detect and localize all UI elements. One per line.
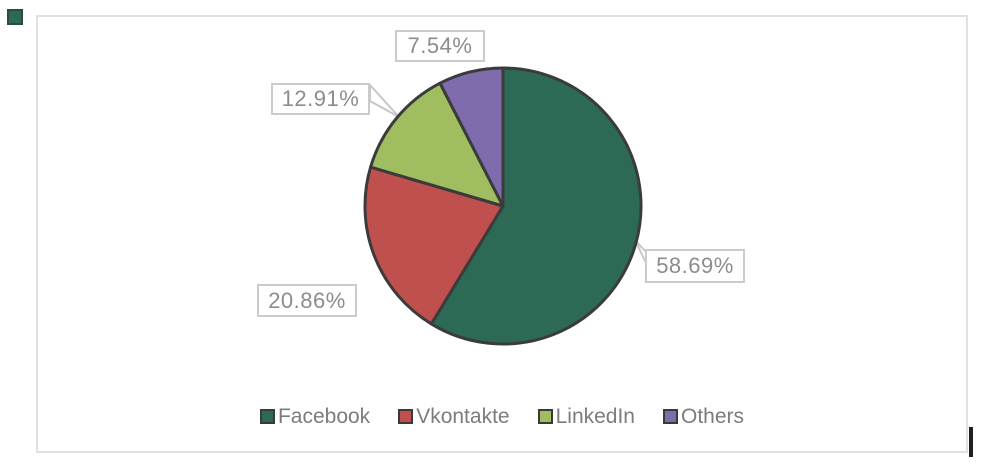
leader-line-linkedin <box>369 82 400 118</box>
pie-slice-linkedin[interactable] <box>369 81 505 208</box>
legend-label-facebook: Facebook <box>277 404 371 428</box>
stray-legend-swatch <box>7 9 23 25</box>
data-label-linkedin[interactable]: 12.91% <box>271 83 370 115</box>
data-label-others[interactable]: 7.54% <box>395 30 485 62</box>
pie-slice-facebook[interactable] <box>429 66 643 346</box>
legend-swatch-others <box>663 408 678 424</box>
pie-slice-others[interactable] <box>438 66 505 208</box>
text-cursor-mark <box>969 427 973 457</box>
pie-slice-vkontakte[interactable] <box>363 165 505 326</box>
legend-item-linkedin[interactable]: LinkedIn <box>537 404 635 428</box>
legend-swatch-linkedin <box>537 408 553 424</box>
chart-legend: Facebook Vkontakte LinkedIn Others <box>36 402 968 430</box>
data-label-vkontakte[interactable]: 20.86% <box>257 284 357 317</box>
legend-swatch-facebook <box>259 408 275 424</box>
legend-label-vkontakte: Vkontakte <box>416 404 510 428</box>
legend-swatch-vkontakte <box>398 408 414 424</box>
legend-label-linkedin: LinkedIn <box>555 404 635 428</box>
legend-item-others[interactable]: Others <box>663 406 744 427</box>
data-label-facebook[interactable]: 58.69% <box>645 249 745 283</box>
legend-item-vkontakte[interactable]: Vkontakte <box>398 404 510 428</box>
legend-item-facebook[interactable]: Facebook <box>259 404 371 428</box>
legend-label-others: Others <box>681 404 745 428</box>
